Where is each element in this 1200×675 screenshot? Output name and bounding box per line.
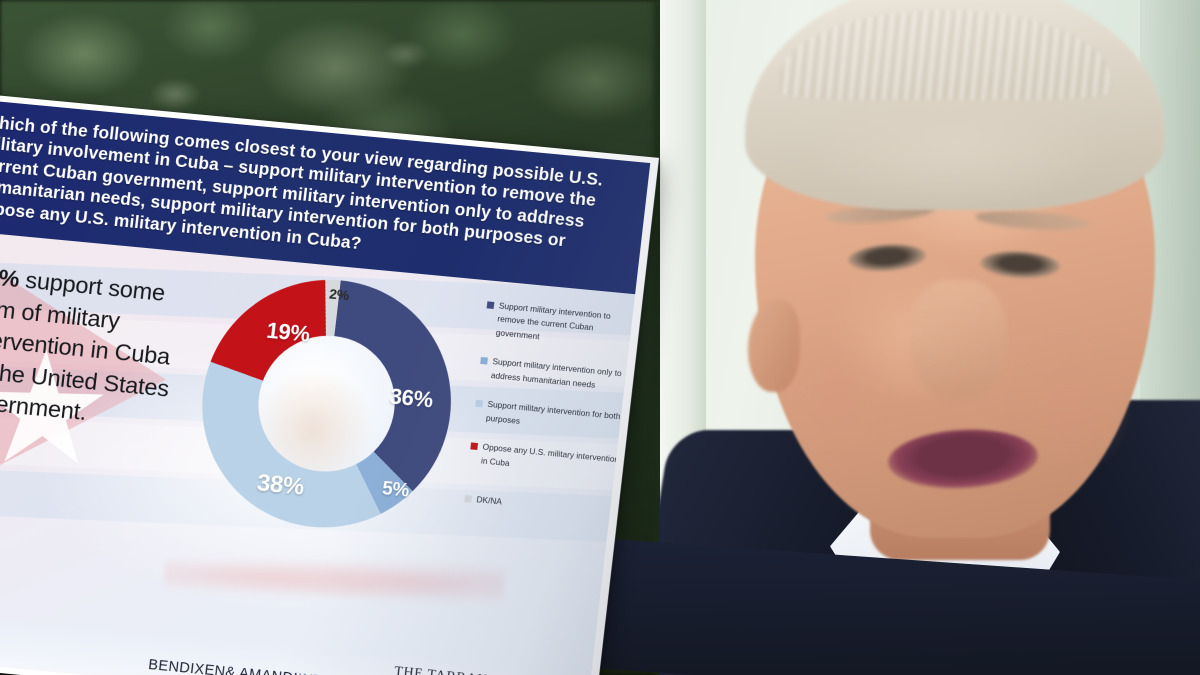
legend-swatch-icon: [470, 442, 479, 451]
legend-item-oppose: Oppose any U.S. military intervention in…: [468, 439, 620, 480]
legend-label: Support military intervention only to ad…: [490, 356, 623, 390]
legend-swatch-icon: [475, 399, 483, 408]
legend-item-both-purposes: Support military intervention for both p…: [473, 397, 625, 438]
poll-poster-board: Which of the following comes closest to …: [0, 92, 660, 675]
cheek-left: [780, 330, 890, 460]
legend-swatch-icon: [464, 494, 472, 503]
donut-chart: 36% 5% 38% 19% 2%: [188, 268, 465, 539]
legend-label: Support military intervention for both p…: [485, 399, 621, 426]
legend-label: Oppose any U.S. military intervention in…: [480, 441, 620, 468]
legend-item-humanitarian: Support military intervention only to ad…: [478, 354, 630, 395]
poster-chart-area: 79% support some form of military interv…: [0, 229, 636, 675]
hair: [745, 0, 1165, 210]
legend-swatch-icon: [480, 357, 488, 365]
slice-label-humanitarian: 5%: [380, 478, 411, 502]
key-finding-text: 79% support some form of military interv…: [0, 260, 204, 439]
nose: [910, 280, 1006, 400]
ear: [748, 300, 800, 392]
slice-label-dk-na: 2%: [328, 285, 350, 304]
bendixen-amandi-logo: BENDIXEN& AMANDIINTERNATIONAL: [147, 657, 418, 675]
bendixen-amandi-main: BENDIXEN& AMANDI: [147, 657, 299, 675]
legend-label: DK/NA: [476, 494, 503, 507]
legend-item-dk-na: DK/NA: [464, 492, 615, 519]
slice-label-remove-govt: 36%: [388, 383, 435, 413]
slice-label-both-purposes: 38%: [255, 469, 306, 501]
chart-legend: Support military intervention to remove …: [462, 298, 635, 535]
legend-swatch-icon: [486, 301, 495, 309]
key-finding-rest: support some form of military interventi…: [0, 266, 172, 426]
slice-label-oppose: 19%: [265, 317, 312, 347]
